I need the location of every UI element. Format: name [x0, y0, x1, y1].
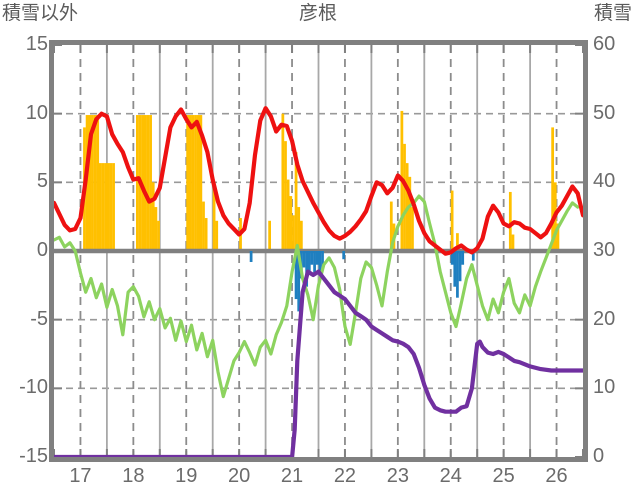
precipitation-bar — [302, 251, 306, 268]
sunshine-bar — [104, 163, 108, 251]
right-axis-caption: 積雪 — [593, 3, 632, 24]
sunshine-bar — [403, 143, 406, 251]
y-axis-tick-label: -5 — [30, 307, 48, 330]
y-axis-tick-label: -15 — [19, 445, 48, 467]
precipitation-bar — [461, 251, 465, 265]
x-axis-tick-label: 20 — [228, 465, 251, 487]
sunshine-bar — [450, 190, 454, 251]
sunshine-bar — [284, 141, 287, 251]
y-axis-tick-label: 15 — [25, 33, 48, 55]
sunshine-bar — [93, 115, 97, 251]
y-axis-tick-label: -10 — [19, 376, 48, 399]
sunshine-bar — [299, 220, 303, 251]
sunshine-bar — [112, 163, 115, 251]
sunshine-bar — [135, 115, 139, 251]
y2-axis-tick-label: 0 — [593, 445, 605, 467]
sunshine-bar — [151, 182, 155, 251]
sunshine-bar — [268, 220, 271, 251]
x-axis-tick-label: 25 — [492, 465, 515, 487]
temperature-line — [54, 106, 583, 256]
snow-depth-line — [54, 269, 583, 457]
y2-axis-tick-label: 40 — [593, 170, 616, 193]
sunshine-bar — [91, 115, 94, 251]
y2-axis-tick-label: 50 — [593, 101, 616, 124]
sunshine-bar — [88, 115, 92, 251]
sunshine-bar — [146, 115, 150, 251]
precipitation-bar — [318, 251, 322, 276]
precipitation-bar — [456, 251, 459, 298]
sunshine-bar — [508, 191, 512, 251]
sunshine-bar — [106, 163, 110, 251]
plot-area — [49, 40, 588, 462]
sunshine-bar — [289, 196, 293, 251]
precipitation-bar — [450, 251, 454, 265]
precipitation-bar — [305, 251, 309, 287]
precipitation-bar — [458, 251, 462, 282]
y-axis-tick-label: 0 — [36, 239, 48, 261]
sunshine-bar — [101, 163, 105, 251]
precipitation-bar — [249, 251, 253, 262]
y2-axis-tick-label: 60 — [593, 33, 616, 55]
sunshine-bar — [215, 220, 219, 251]
sunshine-bar — [411, 207, 414, 251]
precipitation-bar — [342, 251, 346, 260]
sunshine-bar — [96, 115, 100, 251]
sunshine-bar — [191, 115, 195, 251]
sunshine-bar — [212, 182, 216, 251]
precipitation-bar — [453, 251, 457, 287]
x-axis-tick-label: 24 — [439, 465, 462, 487]
sunshine-bar — [199, 115, 203, 251]
sunshine-bar — [294, 152, 298, 251]
y2-axis-tick-label: 20 — [593, 307, 616, 330]
sunshine-bar — [556, 223, 560, 251]
sunshine-bar — [286, 179, 290, 251]
x-axis-tick-label: 21 — [280, 465, 304, 487]
precipitation-bar — [307, 251, 311, 273]
x-axis-tick-label: 18 — [122, 465, 145, 487]
sunshine-bar — [157, 220, 160, 251]
precipitation-bar — [315, 251, 319, 265]
sunshine-bar — [204, 218, 208, 251]
y-axis-tick-label: 10 — [25, 101, 48, 124]
precipitation-bar — [321, 251, 324, 271]
y2-axis-tick-label: 10 — [593, 376, 616, 399]
x-axis-tick-label: 17 — [69, 465, 92, 487]
sunshine-bar — [202, 201, 205, 251]
x-axis-tick-label: 22 — [333, 465, 357, 487]
precipitation-bar — [313, 251, 316, 273]
x-axis-tick-label: 26 — [545, 465, 568, 487]
left-axis-caption: 積雪以外 — [2, 3, 79, 24]
dewpoint-line — [54, 194, 580, 399]
y2-axis-tick-label: 30 — [593, 239, 616, 261]
precipitation-bar — [310, 251, 314, 265]
sunshine-bar — [297, 207, 301, 251]
precipitation-bar — [297, 251, 301, 312]
sunshine-bar — [186, 115, 190, 251]
sunshine-bar — [292, 215, 295, 251]
sunshine-bar — [408, 176, 412, 251]
precipitation-bar — [471, 251, 475, 261]
sunshine-bar — [551, 127, 555, 251]
sunshine-bar — [194, 115, 197, 251]
sunshine-bar — [281, 113, 285, 252]
sunshine-bar — [98, 163, 102, 251]
sunshine-bar — [149, 115, 152, 251]
sunshine-bar — [389, 201, 393, 251]
x-axis-tick-label: 19 — [175, 465, 198, 487]
sunshine-bar — [188, 115, 192, 251]
precipitation-bar — [294, 251, 298, 300]
plot-inner — [54, 45, 583, 457]
sunshine-bar — [196, 115, 200, 251]
sunshine-bar — [143, 115, 147, 251]
chart-canvas — [54, 45, 583, 457]
y-axis-tick-label: 5 — [36, 170, 48, 193]
sunshine-bar — [511, 234, 515, 251]
x-axis-tick-label: 23 — [386, 465, 409, 487]
chart-title: 彦根 — [298, 3, 337, 24]
sunshine-bar — [109, 163, 113, 251]
sunshine-bar — [154, 207, 158, 251]
sunshine-bar — [456, 233, 459, 251]
